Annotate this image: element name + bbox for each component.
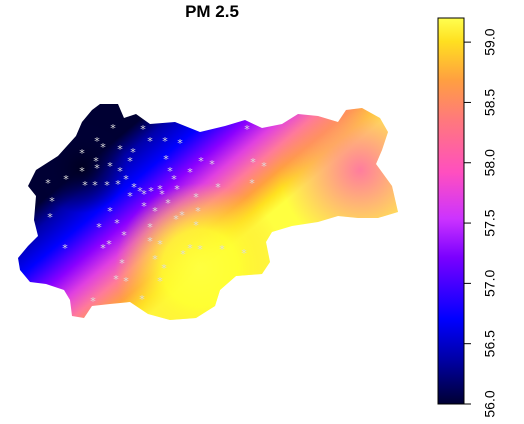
station-marker: * xyxy=(152,253,158,266)
station-marker: * xyxy=(147,221,153,234)
station-marker: * xyxy=(45,177,51,190)
station-marker: * xyxy=(90,295,96,308)
station-marker: * xyxy=(114,217,120,230)
station-marker: * xyxy=(187,166,193,179)
station-marker: * xyxy=(121,229,127,242)
station-marker: * xyxy=(174,183,180,196)
station-marker: * xyxy=(93,155,99,168)
station-marker: * xyxy=(147,135,153,148)
station-marker: * xyxy=(173,213,179,226)
station-marker: * xyxy=(215,181,221,194)
station-marker: * xyxy=(209,158,215,171)
station-marker: * xyxy=(63,173,69,186)
station-marker: * xyxy=(123,275,129,288)
station-marker: * xyxy=(157,183,163,196)
station-marker: * xyxy=(130,146,136,159)
station-marker: * xyxy=(244,123,250,136)
station-marker: * xyxy=(94,162,100,175)
colorbar-tick-label: 59.0 xyxy=(482,28,498,55)
station-marker: * xyxy=(157,275,163,288)
colorbar xyxy=(437,17,465,405)
station-markers: * ** ** ** * *** * ** * * ** * * * * ** * * **** ***** * * ***… xyxy=(45,122,267,308)
colorbar-tick-label: 57.5 xyxy=(482,209,498,236)
station-marker: * xyxy=(241,247,247,260)
station-marker: * xyxy=(141,188,147,201)
station-marker: * xyxy=(92,179,98,192)
station-marker: * xyxy=(180,248,186,261)
station-marker: * xyxy=(117,165,123,178)
station-marker: * xyxy=(139,293,145,306)
station-marker: * xyxy=(117,143,123,156)
station-marker: * xyxy=(100,141,106,154)
station-marker: * xyxy=(152,205,158,218)
colorbar-tick-label: 56.0 xyxy=(482,390,498,417)
colorbar-tick-label: 56.5 xyxy=(482,330,498,357)
station-marker: * xyxy=(193,219,199,232)
station-marker: * xyxy=(94,135,100,148)
station-marker: * xyxy=(250,156,256,169)
station-marker: * xyxy=(123,173,129,186)
station-marker: * xyxy=(249,177,255,190)
station-marker: * xyxy=(161,262,167,275)
colorbar-tick-label: 58.0 xyxy=(482,149,498,176)
station-marker: * xyxy=(131,181,137,194)
station-marker: * xyxy=(49,195,55,208)
colorbar-tick-label: 57.0 xyxy=(482,270,498,297)
station-marker: * xyxy=(193,191,199,204)
station-marker: * xyxy=(261,160,267,173)
station-marker: * xyxy=(107,160,113,173)
colorbar-tick-label: 58.5 xyxy=(482,89,498,116)
station-marker: * xyxy=(162,135,168,148)
station-marker: * xyxy=(79,147,85,160)
station-marker: * xyxy=(219,243,225,256)
station-marker: * xyxy=(96,221,102,234)
map-title: PM 2.5 xyxy=(185,2,239,21)
station-marker: * xyxy=(148,185,154,198)
station-marker: * xyxy=(104,179,110,192)
station-marker: * xyxy=(197,243,203,256)
station-marker: * xyxy=(127,190,133,203)
station-marker: * xyxy=(79,165,85,178)
station-marker: * xyxy=(165,197,171,210)
station-marker: * xyxy=(157,238,163,251)
station-marker: * xyxy=(187,242,193,255)
station-marker: * xyxy=(147,235,153,248)
station-marker: * xyxy=(119,257,125,270)
station-marker: * xyxy=(179,209,185,222)
station-marker: * xyxy=(159,188,165,201)
station-marker: * xyxy=(107,205,113,218)
station-marker: * xyxy=(141,200,147,213)
station-marker: * xyxy=(106,238,112,251)
station-marker: * xyxy=(100,242,106,255)
station-marker: * xyxy=(140,123,146,136)
station-marker: * xyxy=(47,211,53,224)
station-marker: * xyxy=(127,155,133,168)
station-marker: * xyxy=(177,137,183,150)
station-marker: * xyxy=(113,273,119,286)
station-marker: * xyxy=(62,242,68,255)
station-marker: * xyxy=(110,122,116,135)
pm25-field xyxy=(18,104,398,320)
station-marker: * xyxy=(163,153,169,166)
station-marker: * xyxy=(82,179,88,192)
station-marker: * xyxy=(137,185,143,198)
station-marker: * xyxy=(198,155,204,168)
station-marker: * xyxy=(115,178,121,191)
station-marker: * xyxy=(195,205,201,218)
colorbar-ticks: 56.0 56.5 57.0 57.5 58.0 58.5 59.0 xyxy=(464,28,498,418)
station-marker: * xyxy=(171,173,177,186)
station-marker: * xyxy=(167,165,173,178)
